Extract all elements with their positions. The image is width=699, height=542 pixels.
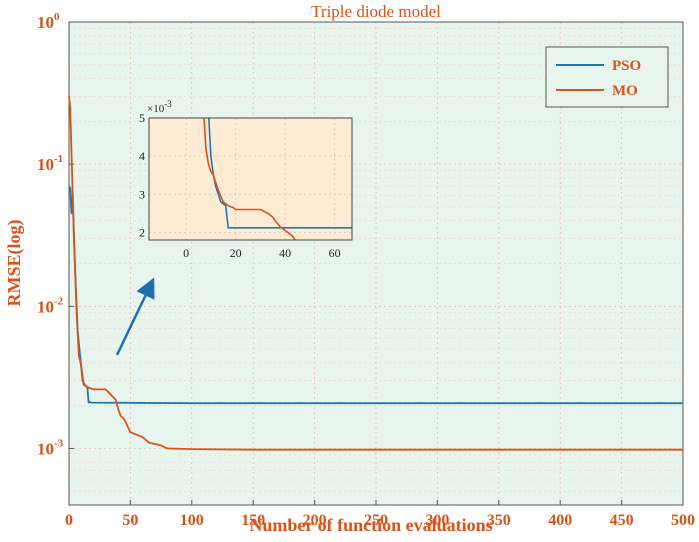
x-axis-label: Number of function evaluations [249, 515, 492, 535]
inset-background [149, 118, 352, 240]
zoom-arrow [115, 277, 155, 356]
inset-x-tick-label: 20 [230, 246, 242, 260]
x-tick-label: 0 [65, 512, 73, 529]
x-tick-label: 400 [548, 512, 572, 529]
y-tick-base: 10 [37, 13, 54, 32]
inset-x-tick-label: 0 [183, 246, 189, 260]
x-tick-label: 300 [425, 512, 449, 529]
y-tick-label: 10-1 [37, 153, 63, 174]
x-tick-label: 350 [487, 512, 511, 529]
inset-series-line-mo [203, 118, 296, 240]
y-tick-exponent: 0 [54, 11, 60, 23]
y-axis-label: RMSE(log) [4, 220, 25, 307]
chart-title: Triple diode model [311, 2, 441, 21]
y-tick-base: 10 [37, 297, 54, 316]
y-tick-label: 10-3 [37, 437, 64, 458]
y-tick-base: 10 [37, 155, 54, 174]
x-tick-label: 500 [671, 512, 695, 529]
x-tick-label: 250 [364, 512, 388, 529]
x-tick-label: 200 [303, 512, 327, 529]
y-tick-exponent: -3 [54, 437, 64, 449]
inset-y-tick-label: 2 [139, 225, 145, 239]
legend-label-mo: MO [612, 83, 638, 99]
inset-y-tick-label: 3 [139, 187, 145, 201]
x-tick-label: 450 [610, 512, 634, 529]
inset-multiplier-base: ×10 [147, 103, 165, 115]
legend-box [545, 46, 669, 108]
x-tick-label: 50 [122, 512, 138, 529]
inset-series-line-pso [208, 118, 352, 229]
x-tick-label: 100 [180, 512, 204, 529]
inset-frame [148, 117, 353, 241]
inset-multiplier-exponent: -3 [164, 99, 172, 109]
x-tick-label: 150 [241, 512, 265, 529]
series-line-mo [68, 96, 683, 451]
y-tick-exponent: -2 [54, 295, 64, 307]
y-tick-exponent: -1 [54, 153, 63, 165]
inset-x-tick-label: 60 [329, 246, 341, 260]
inset-x-tick-label: 40 [279, 246, 291, 260]
y-tick-label: 100 [37, 11, 60, 32]
y-tick-base: 10 [37, 439, 54, 458]
inset-multiplier: ×10-3 [147, 99, 172, 115]
legend-label-pso: PSO [612, 58, 641, 74]
inset-y-tick-label: 4 [139, 149, 145, 163]
y-tick-label: 10-2 [37, 295, 64, 316]
inset-y-tick-label: 5 [139, 111, 145, 125]
